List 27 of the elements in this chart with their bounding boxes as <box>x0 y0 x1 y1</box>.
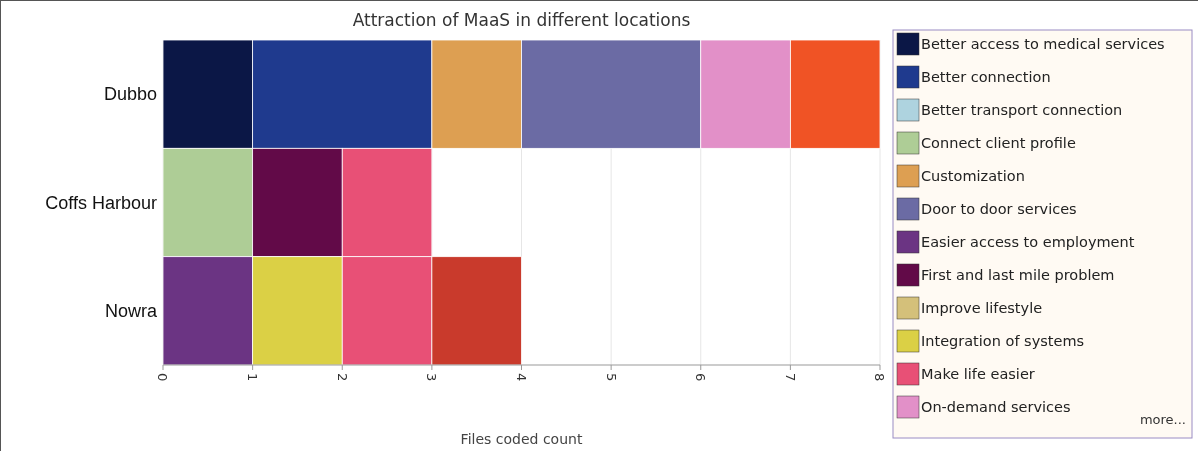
legend-label: First and last mile problem <box>921 267 1115 284</box>
legend-label: Easier access to employment <box>921 234 1135 251</box>
x-tick-label: 5 <box>603 373 619 382</box>
y-tick-label: Nowra <box>104 301 158 322</box>
legend-label: Customization <box>921 168 1025 185</box>
x-tick-label: 7 <box>782 373 798 382</box>
x-tick-label: 1 <box>245 373 261 382</box>
chart-title: Attraction of MaaS in different locations <box>352 10 691 30</box>
y-tick-label: Dubbo <box>103 84 157 105</box>
legend-label: Better access to medical services <box>921 36 1165 53</box>
legend-label: Connect client profile <box>921 135 1076 152</box>
y-tick-label: Coffs Harbour <box>45 192 157 213</box>
x-tick-label: 8 <box>872 373 888 382</box>
legend-label: Better connection <box>921 69 1051 86</box>
x-tick-label: 3 <box>424 373 440 382</box>
legend-label: On-demand services <box>921 399 1071 416</box>
x-tick-label: 4 <box>513 373 529 382</box>
x-tick-label: 6 <box>693 373 709 382</box>
legend-label: Better transport connection <box>921 102 1123 119</box>
legend-label: Integration of systems <box>921 333 1085 350</box>
legend-label: Door to door services <box>921 201 1077 218</box>
x-tick-label: 2 <box>334 373 350 382</box>
x-axis-title: Files coded count <box>460 431 583 447</box>
x-tick-label: 0 <box>155 373 171 382</box>
legend-label: Make life easier <box>921 366 1035 383</box>
legend-label: Improve lifestyle <box>921 300 1043 317</box>
text: more... <box>1139 412 1186 427</box>
